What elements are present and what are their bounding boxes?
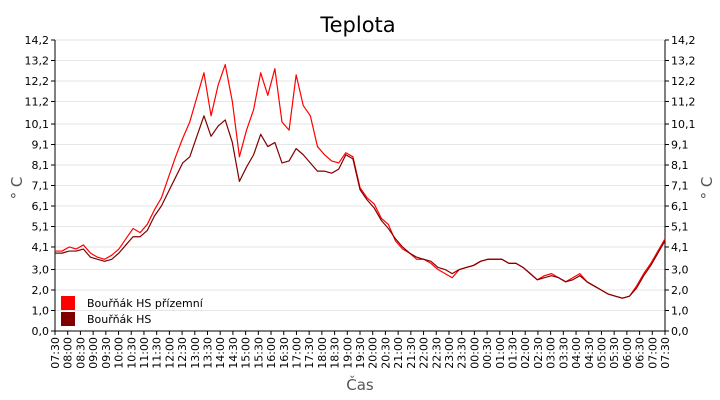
series-line-2 bbox=[55, 115, 666, 299]
chart-title: Teplota bbox=[319, 13, 395, 37]
x-tick-label: 20:30 bbox=[379, 337, 392, 369]
y-tick-label: 8,1 bbox=[32, 159, 50, 172]
y-tick-label: 1,0 bbox=[32, 305, 50, 318]
x-tick-label: 07:30 bbox=[659, 337, 672, 369]
legend-swatch bbox=[61, 312, 75, 326]
y-tick-label: 3,0 bbox=[32, 264, 50, 277]
x-tick-label: 18:30 bbox=[329, 337, 342, 369]
x-tick-label: 08:00 bbox=[62, 337, 75, 369]
x-axis-label: Čas bbox=[346, 375, 374, 394]
x-tick-label: 12:30 bbox=[176, 337, 189, 369]
x-tick-label: 22:00 bbox=[418, 337, 431, 369]
x-tick-label: 14:30 bbox=[227, 337, 240, 369]
legend-label: Bouřňák HS bbox=[87, 313, 151, 326]
x-tick-label: 21:30 bbox=[405, 337, 418, 369]
x-tick-label: 09:30 bbox=[100, 337, 113, 369]
x-tick-label: 18:00 bbox=[316, 337, 329, 369]
x-tick-label: 00:00 bbox=[468, 337, 481, 369]
x-tick-label: 10:30 bbox=[125, 337, 138, 369]
x-tick-label: 17:30 bbox=[303, 337, 316, 369]
x-tick-label: 15:30 bbox=[252, 337, 265, 369]
y-tick-label: 5,1 bbox=[32, 220, 50, 233]
x-tick-label: 21:00 bbox=[392, 337, 405, 369]
x-tick-label: 07:30 bbox=[49, 337, 62, 369]
x-tick-label: 05:30 bbox=[608, 337, 621, 369]
y-tick-label: 9,1 bbox=[671, 139, 689, 152]
x-tick-label: 16:30 bbox=[278, 337, 291, 369]
x-tick-label: 19:00 bbox=[341, 337, 354, 369]
x-tick-label: 01:00 bbox=[494, 337, 507, 369]
y-tick-label: 2,0 bbox=[32, 284, 50, 297]
x-tick-label: 13:00 bbox=[189, 337, 202, 369]
x-tick-label: 23:00 bbox=[443, 337, 456, 369]
x-tick-label: 07:00 bbox=[646, 337, 659, 369]
y-tick-label: 0,0 bbox=[671, 325, 689, 338]
series-layer bbox=[55, 63, 666, 299]
grid-lines bbox=[55, 39, 665, 312]
y-tick-label: 4,1 bbox=[671, 241, 689, 254]
x-tick-label: 17:00 bbox=[290, 337, 303, 369]
x-tick-label: 16:00 bbox=[265, 337, 278, 369]
y-tick-label: 13,2 bbox=[671, 54, 696, 67]
y-tick-label: 10,1 bbox=[25, 118, 50, 131]
x-tick-label: 06:30 bbox=[634, 337, 647, 369]
x-tick-label: 04:00 bbox=[570, 337, 583, 369]
series-line-1 bbox=[55, 63, 666, 299]
x-tick-label: 10:00 bbox=[113, 337, 126, 369]
x-tick-label: 11:00 bbox=[138, 337, 151, 369]
x-tick-label: 13:30 bbox=[202, 337, 215, 369]
y-tick-label: 11,2 bbox=[671, 95, 696, 108]
x-tick-label: 23:30 bbox=[456, 337, 469, 369]
legend-label: Bouřňák HS přízemní bbox=[87, 297, 204, 310]
y-tick-label: 7,1 bbox=[671, 180, 689, 193]
x-tick-label: 14:00 bbox=[214, 337, 227, 369]
y-tick-label: 3,0 bbox=[671, 264, 689, 277]
y-tick-label: 13,2 bbox=[25, 54, 50, 67]
y-tick-label: 7,1 bbox=[32, 180, 50, 193]
x-tick-label: 11:30 bbox=[151, 337, 164, 369]
y-tick-label: 2,0 bbox=[671, 284, 689, 297]
x-tick-label: 00:30 bbox=[481, 337, 494, 369]
x-tick-label: 02:30 bbox=[532, 337, 545, 369]
legend-swatch bbox=[61, 296, 75, 310]
y-tick-label: 10,1 bbox=[671, 118, 696, 131]
y-ticks-right: 0,0 1,0 2,0 3,0 4,1 5,1 6,1 7,1 8,1 9,1 10,1 11,2 12… bbox=[665, 34, 696, 338]
y-tick-label: 8,1 bbox=[671, 159, 689, 172]
x-tick-label: 01:30 bbox=[507, 337, 520, 369]
y-tick-label: 0,0 bbox=[32, 325, 50, 338]
y-tick-label: 6,1 bbox=[32, 200, 50, 213]
x-tick-label: 02:00 bbox=[519, 337, 532, 369]
y-ticks-left: 0,0 1,0 2,0 3,0 4,1 5,1 6,1 7,1 8,1 9,1 10,1 11,2 12… bbox=[25, 34, 55, 338]
y-tick-label: 14,2 bbox=[25, 34, 50, 47]
y-tick-label: 1,0 bbox=[671, 305, 689, 318]
x-tick-label: 09:00 bbox=[87, 337, 100, 369]
x-tick-label: 20:00 bbox=[367, 337, 380, 369]
x-tick-label: 22:30 bbox=[430, 337, 443, 369]
y-tick-label: 12,2 bbox=[671, 75, 696, 88]
x-tick-label: 03:30 bbox=[557, 337, 570, 369]
x-tick-label: 05:00 bbox=[595, 337, 608, 369]
legend: Bouřňák HS přízemní Bouřňák HS bbox=[61, 296, 204, 326]
x-tick-label: 03:00 bbox=[545, 337, 558, 369]
x-tick-label: 15:00 bbox=[240, 337, 253, 369]
x-ticks: 07:30 08:00 08:30 09:00 09:30 10:00 10:30 11:00… bbox=[49, 331, 672, 369]
x-tick-label: 06:00 bbox=[621, 337, 634, 369]
y-tick-label: 5,1 bbox=[671, 220, 689, 233]
x-tick-label: 19:30 bbox=[354, 337, 367, 369]
y-tick-label: 12,2 bbox=[25, 75, 50, 88]
x-tick-label: 08:30 bbox=[74, 337, 87, 369]
y-tick-label: 4,1 bbox=[32, 241, 50, 254]
y-tick-label: 6,1 bbox=[671, 200, 689, 213]
y-tick-label: 14,2 bbox=[671, 34, 696, 47]
x-tick-label: 04:30 bbox=[583, 337, 596, 369]
y-tick-label: 9,1 bbox=[32, 139, 50, 152]
y-tick-label: 11,2 bbox=[25, 95, 50, 108]
y-axis-label-right: ° C bbox=[698, 177, 716, 200]
y-axis-label-left: ° C bbox=[8, 177, 26, 200]
x-tick-label: 12:00 bbox=[163, 337, 176, 369]
